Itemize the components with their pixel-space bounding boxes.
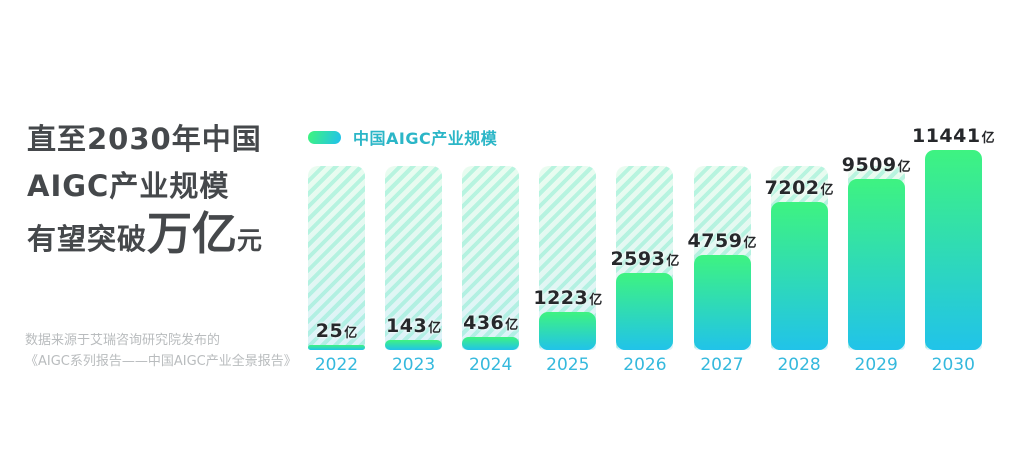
value-unit: 亿 — [428, 321, 442, 336]
value-label-2027: 4759亿 — [652, 230, 792, 252]
value-label-2026: 2593亿 — [575, 248, 715, 270]
value-number: 7202 — [764, 177, 820, 199]
source-line-2: 《AIGC系列报告——中国AIGC产业全景报告》 — [25, 354, 297, 369]
year-label-2022: 2022 — [314, 355, 359, 375]
value-unit: 亿 — [981, 131, 995, 146]
data-source-note: 数据来源于艾瑞咨询研究院发布的 《AIGC系列报告——中国AIGC产业全景报告》 — [25, 330, 297, 372]
value-label-2029: 9509亿 — [806, 154, 946, 176]
bar-2023 — [385, 340, 443, 350]
value-unit: 亿 — [589, 293, 603, 308]
value-label-2022: 25亿 — [267, 320, 407, 342]
bar-track-hatch-2022 — [308, 166, 365, 350]
bar-track-hatch-2023 — [385, 166, 443, 350]
year-label-2030: 2030 — [931, 355, 975, 375]
value-number: 436 — [463, 312, 505, 334]
bar-2022 — [308, 345, 365, 350]
title-highlight: 万亿 — [147, 207, 238, 260]
year-label-2023: 2023 — [391, 355, 436, 375]
bar-2029 — [847, 179, 905, 350]
year-label-2024: 2024 — [469, 355, 513, 375]
title-line-3-prefix: 有望突破 — [27, 222, 148, 256]
title-line-2: AIGC产业规模 — [27, 169, 230, 203]
bar-2028 — [770, 202, 828, 350]
bar-2027 — [693, 255, 751, 350]
legend-label: 中国AIGC产业规模 — [353, 129, 498, 148]
source-line-1: 数据来源于艾瑞咨询研究院发布的 — [25, 333, 221, 348]
title-line-3-suffix: 元 — [237, 226, 264, 255]
bar-2024 — [462, 337, 520, 350]
bar-2025 — [539, 312, 597, 350]
bar-2030 — [924, 150, 982, 350]
value-unit: 亿 — [666, 254, 680, 269]
year-label-2026: 2026 — [623, 355, 667, 375]
value-number: 25 — [315, 320, 344, 342]
value-label-2028: 7202亿 — [729, 177, 869, 199]
title-line-1: 直至2030年中国 — [27, 122, 262, 156]
value-label-2030: 11441亿 — [883, 125, 1010, 147]
year-label-2025: 2025 — [546, 355, 590, 375]
value-number: 143 — [386, 315, 428, 337]
page-title: 直至2030年中国 AIGC产业规模 有望突破万亿元 — [27, 116, 263, 264]
value-number: 1223 — [533, 287, 589, 309]
chart-legend: 中国AIGC产业规模 — [308, 125, 497, 149]
year-label-2027: 2027 — [700, 355, 744, 375]
year-label-2029: 2029 — [854, 355, 898, 375]
value-label-2023: 143亿 — [344, 315, 484, 337]
bar-2026 — [616, 273, 674, 350]
title-line-3: 有望突破万亿元 — [27, 210, 263, 264]
value-unit: 亿 — [820, 183, 834, 198]
value-number: 2593 — [610, 248, 666, 270]
year-label-2028: 2028 — [777, 355, 821, 375]
value-unit: 亿 — [344, 326, 358, 341]
bar-track-hatch-2024 — [462, 166, 520, 350]
legend-swatch-icon — [308, 130, 341, 144]
value-label-2025: 1223亿 — [498, 287, 638, 309]
value-unit: 亿 — [897, 160, 911, 175]
value-unit: 亿 — [743, 236, 757, 251]
value-number: 9509 — [841, 154, 897, 176]
value-label-2024: 436亿 — [421, 312, 561, 334]
value-number: 11441 — [911, 125, 981, 147]
value-unit: 亿 — [505, 318, 519, 333]
value-number: 4759 — [687, 230, 743, 252]
